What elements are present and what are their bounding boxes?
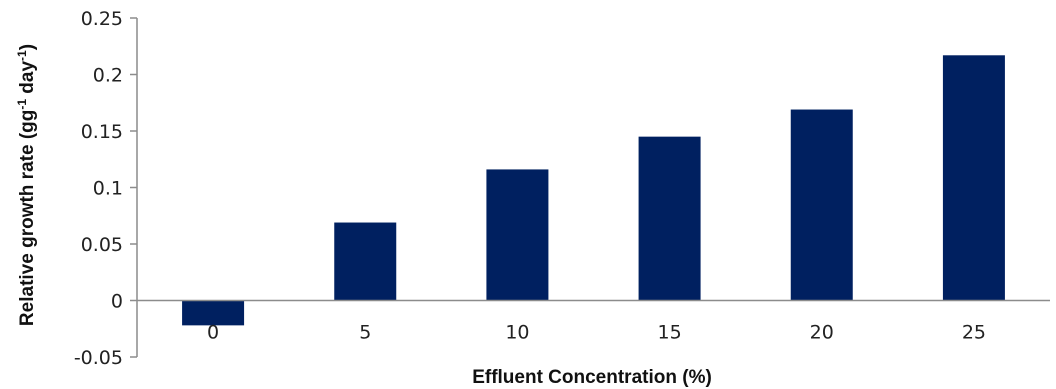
y-tick-label: 0.25 bbox=[81, 8, 123, 30]
bar-0 bbox=[182, 300, 245, 326]
x-tick-label: 15 bbox=[657, 322, 681, 344]
y-axis-title-part1: Relative growth rate (gg bbox=[17, 110, 38, 326]
y-axis-title-part3: ) bbox=[17, 44, 38, 50]
y-tick-label: 0.05 bbox=[81, 234, 123, 256]
y-axis: -0.05 0 0.05 0.1 0.15 0.2 0.25 bbox=[74, 8, 138, 369]
y-tick-label: 0.1 bbox=[93, 178, 123, 200]
y-tick-label: 0.2 bbox=[93, 65, 123, 87]
bar-15 bbox=[638, 136, 701, 301]
bar-10 bbox=[486, 169, 549, 301]
x-axis: 0 5 10 15 20 25 bbox=[137, 299, 1050, 344]
bar-25 bbox=[942, 55, 1005, 301]
y-axis-title-sup1: -1 bbox=[15, 99, 29, 110]
x-tick-label: 5 bbox=[359, 322, 371, 344]
bar-5 bbox=[334, 222, 397, 301]
y-tick-label: -0.05 bbox=[74, 347, 123, 369]
x-tick-label: 20 bbox=[810, 322, 834, 344]
y-axis-title-part2: day bbox=[17, 61, 38, 99]
bar-20 bbox=[790, 109, 853, 301]
y-axis-title: Relative growth rate (gg-1 day-1) bbox=[15, 44, 38, 326]
y-tick-label: 0 bbox=[111, 291, 123, 313]
y-axis-title-sup2: -1 bbox=[15, 50, 29, 61]
x-tick-label: 25 bbox=[962, 322, 986, 344]
x-axis-title: Effluent Concentration (%) bbox=[472, 367, 712, 388]
x-tick-label: 10 bbox=[505, 322, 529, 344]
bars bbox=[182, 55, 1005, 326]
x-tick-label: 0 bbox=[207, 322, 219, 344]
y-tick-label: 0.15 bbox=[81, 121, 123, 143]
